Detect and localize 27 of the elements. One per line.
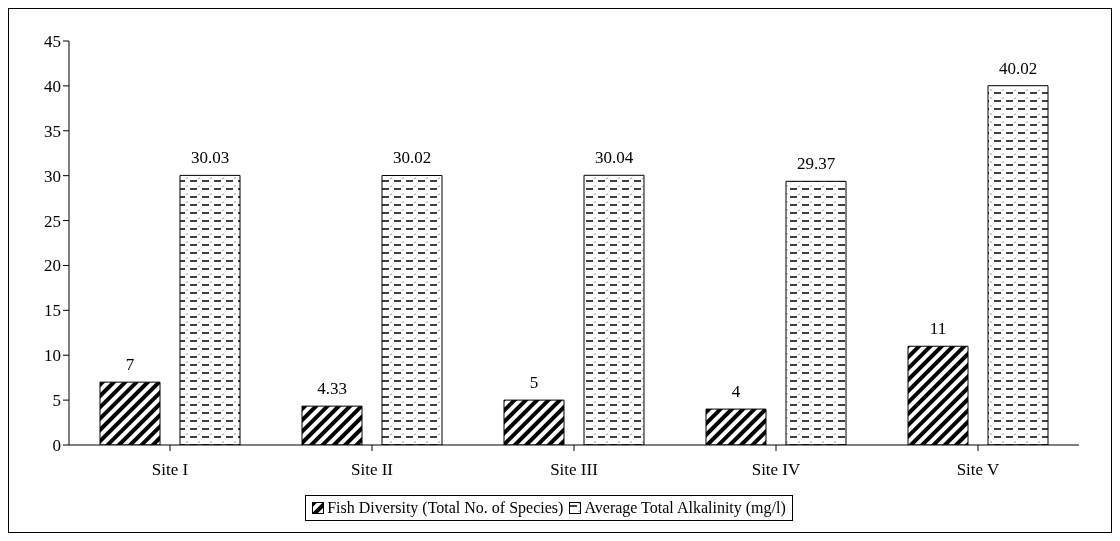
legend-label: Fish Diversity (Total No. of Species) [327,499,564,517]
data-label: 30.04 [594,148,634,168]
data-label: 11 [929,319,947,339]
y-tick-label: 20 [44,256,61,276]
y-tick-label: 0 [52,436,61,456]
x-tick-label: Site V [956,460,1001,480]
y-tick-label: 40 [44,76,61,96]
y-tick-label: 30 [44,166,61,186]
y-tick-label: 5 [52,391,61,411]
x-tick-label: Site IV [751,460,802,480]
x-tick-label: Site I [151,460,189,480]
data-label: 5 [529,373,539,393]
legend-label: Average Total Alkalinity (mg/l) [584,499,786,517]
y-tick-label: 15 [44,301,61,321]
y-tick-label: 25 [44,211,61,231]
x-tick-label: Site II [350,460,394,480]
data-label: 29.37 [796,154,836,174]
y-tick-label: 10 [44,346,61,366]
data-label: 40.02 [998,58,1038,78]
x-tick-label: Site III [550,460,599,480]
y-tick-label: 35 [44,121,61,141]
data-label: 4 [731,382,741,402]
data-label: 4.33 [317,379,347,399]
data-label: 30.03 [190,148,230,168]
data-label: 30.02 [392,148,432,168]
y-tick-label: 45 [44,32,61,52]
data-label: 7 [125,355,135,375]
